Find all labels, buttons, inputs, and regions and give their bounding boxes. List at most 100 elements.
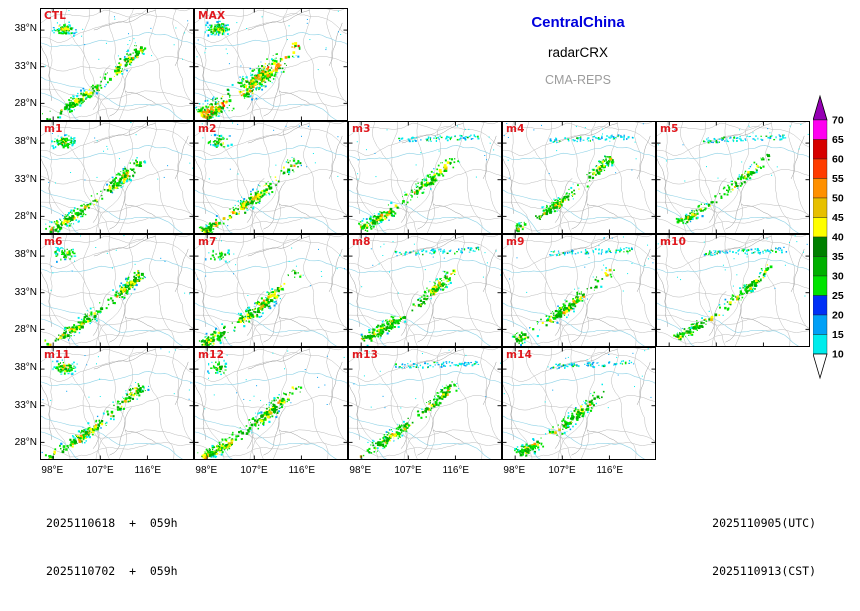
colorbar-segment: [813, 158, 828, 179]
radar-map-canvas: [657, 235, 809, 346]
colorbar-label: 55: [832, 173, 844, 185]
y-tick-label: 28°N: [14, 324, 37, 336]
radar-ensemble-figure: CentralChina radarCRX CMA-REPS CTL MAX m1 m…: [14, 8, 844, 578]
footer-valid-times: 2025110905(UTC) 2025110913(CST): [712, 483, 816, 611]
panel-label: m5: [660, 123, 679, 135]
panel-label: m8: [352, 236, 371, 248]
x-tick-label: 107°E: [394, 465, 422, 476]
colorbar-label: 15: [832, 329, 844, 341]
y-tick-label: 38°N: [14, 23, 37, 35]
panel-label: m7: [198, 236, 217, 248]
radar-map-canvas: [41, 122, 193, 233]
y-tick-label: 33°N: [14, 60, 37, 72]
radar-map-canvas: [195, 235, 347, 346]
panel-m10: m10: [656, 234, 810, 347]
y-tick-label: 38°N: [14, 249, 37, 261]
y-tick-label: 28°N: [14, 211, 37, 223]
colorbar-segment: [813, 217, 828, 238]
x-tick-label: 107°E: [86, 465, 114, 476]
panel-label: CTL: [44, 10, 67, 22]
y-tick-label: 38°N: [14, 136, 37, 148]
colorbar-label: 45: [832, 212, 844, 224]
figure-product-title: radarCRX: [547, 45, 609, 60]
x-tick-label: 98°E: [503, 465, 526, 476]
colorbar-segment: [813, 119, 828, 140]
radar-map-canvas: [41, 9, 193, 120]
colorbar-label: 70: [832, 115, 844, 127]
panel-label: m1: [44, 123, 63, 135]
colorbar-segment: [813, 295, 828, 316]
panel-label: m13: [352, 349, 379, 361]
colorbar-arrow-down-icon: [813, 353, 828, 380]
footer-valid-cst: 2025110913(CST): [712, 564, 816, 578]
figure-model-title: CMA-REPS: [545, 73, 611, 87]
radar-map-canvas: [503, 122, 655, 233]
panel-label: m4: [506, 123, 525, 135]
colorbar-label: 40: [832, 232, 844, 244]
colorbar-label: 35: [832, 251, 844, 263]
y-tick-label: 28°N: [14, 98, 37, 110]
panel-label: m12: [198, 349, 225, 361]
footer-init-lead-utc: 2025110618 + 059h: [46, 516, 178, 530]
colorbar-label: 25: [832, 290, 844, 302]
colorbar-label: 20: [832, 310, 844, 322]
title-block: CentralChina radarCRX CMA-REPS: [438, 14, 718, 87]
panel-m1: m1: [40, 121, 194, 234]
panel-m3: m3: [348, 121, 502, 234]
panel-label: m2: [198, 123, 217, 135]
colorbar-segment: [813, 334, 828, 355]
figure-region-title: CentralChina: [531, 14, 625, 31]
x-tick-label: 107°E: [548, 465, 576, 476]
panel-label: MAX: [198, 10, 226, 22]
y-tick-label: 28°N: [14, 437, 37, 449]
x-tick-label: 98°E: [195, 465, 218, 476]
x-tick-label: 116°E: [134, 465, 162, 476]
x-tick-label: 107°E: [240, 465, 268, 476]
panel-label: m14: [506, 349, 533, 361]
radar-map-canvas: [503, 348, 655, 459]
panel-m8: m8: [348, 234, 502, 347]
x-tick-label: 98°E: [41, 465, 64, 476]
panel-label: m10: [660, 236, 687, 248]
panel-m12: m12: [194, 347, 348, 460]
y-tick-label: 33°N: [14, 173, 37, 185]
radar-map-canvas: [41, 348, 193, 459]
panel-m6: m6: [40, 234, 194, 347]
colorbar-segment: [813, 256, 828, 277]
panel-MAX: MAX: [194, 8, 348, 121]
radar-map-canvas: [195, 348, 347, 459]
panel-CTL: CTL: [40, 8, 194, 121]
radar-map-canvas: [195, 9, 347, 120]
footer-init-lead-cst: 2025110702 + 059h: [46, 564, 178, 578]
colorbar-label: 30: [832, 271, 844, 283]
panel-label: m3: [352, 123, 371, 135]
colorbar-segment: [813, 178, 828, 199]
panel-label: m6: [44, 236, 63, 248]
colorbar-label: 50: [832, 193, 844, 205]
y-tick-label: 33°N: [14, 286, 37, 298]
footer-valid-utc: 2025110905(UTC): [712, 516, 816, 530]
colorbar-segment: [813, 275, 828, 296]
radar-map-canvas: [195, 122, 347, 233]
panel-m5: m5: [656, 121, 810, 234]
radar-map-canvas: [657, 122, 809, 233]
panel-m13: m13: [348, 347, 502, 460]
x-tick-label: 116°E: [596, 465, 624, 476]
panel-m7: m7: [194, 234, 348, 347]
colorbar-label: 60: [832, 154, 844, 166]
x-tick-label: 98°E: [349, 465, 372, 476]
radar-map-canvas: [349, 235, 501, 346]
panel-m11: m11: [40, 347, 194, 460]
panel-m14: m14: [502, 347, 656, 460]
colorbar: 10 15 20 25 30 35 40 45 50 55 60 65 70: [813, 94, 844, 380]
radar-map-canvas: [41, 235, 193, 346]
colorbar-segment: [813, 314, 828, 335]
colorbar-arrow-up-icon: [813, 94, 828, 121]
radar-map-canvas: [349, 348, 501, 459]
y-tick-label: 33°N: [14, 399, 37, 411]
colorbar-label: 10: [832, 349, 844, 361]
radar-map-canvas: [349, 122, 501, 233]
footer-init-times: 2025110618 + 059h 2025110702 + 059h: [46, 483, 178, 611]
x-tick-label: 116°E: [288, 465, 316, 476]
y-tick-label: 38°N: [14, 362, 37, 374]
